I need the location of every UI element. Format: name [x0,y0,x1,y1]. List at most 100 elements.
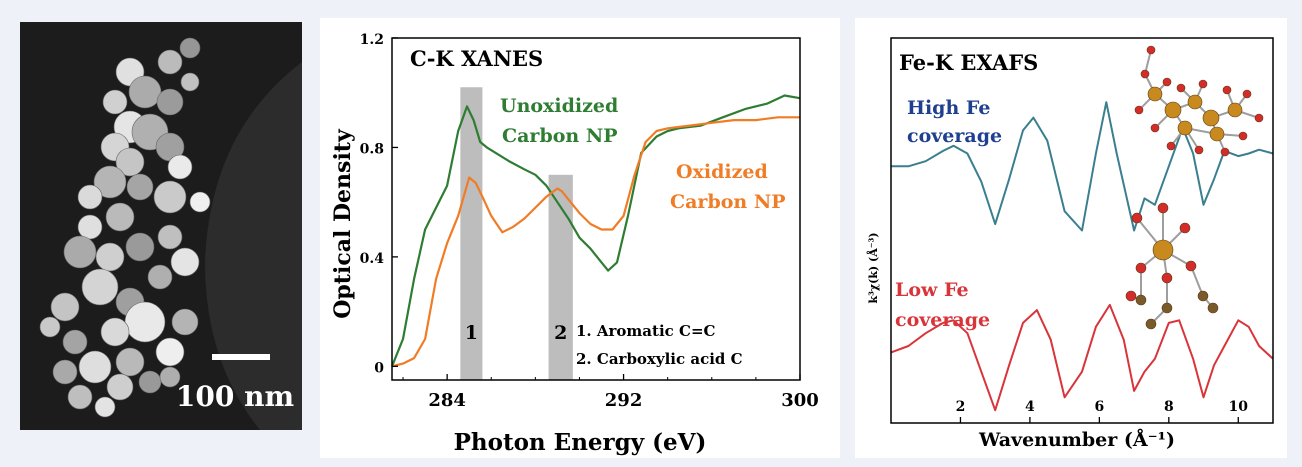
molecule-bond [1190,265,1204,297]
nanoparticle [77,214,103,240]
xanes-series-line-1 [391,116,800,368]
nanoparticle [94,396,116,418]
molecule-atom [1131,212,1143,224]
xanes-x-tick-label: 300 [781,390,819,411]
exafs-title: Fe-K EXAFS [899,50,1038,75]
nanoparticle [156,88,184,116]
xanes-label-oxidized-2: Carbon NP [670,191,785,213]
nanoparticle [170,247,200,277]
nanoparticle [52,359,78,385]
xanes-legend-line-2: 2. Carboxylic acid C [576,350,743,368]
exafs-x-axis-label: Wavenumber (Å⁻¹) [978,428,1175,451]
xanes-label-unoxidized-2: Carbon NP [502,125,617,147]
molecule-atom [1254,113,1264,123]
tem-micrograph: 100 nm [20,22,302,430]
molecule-atom [1238,131,1248,141]
nanoparticle [62,329,88,355]
molecule-atom [1161,302,1173,314]
xanes-legend-line-1: 1. Aromatic C=C [576,322,716,340]
nanoparticle [124,301,166,343]
nanoparticle [189,191,211,213]
xanes-y-tick-label: 0.4 [360,251,385,267]
nanoparticle [105,202,135,232]
molecule-atom [1125,290,1137,302]
nanoparticle [153,180,187,214]
molecule-atom [1164,101,1182,119]
molecule-atom [1135,294,1147,306]
molecule-atom [1150,123,1160,133]
exafs-x-tick-label: 2 [956,399,966,415]
nanoparticle [63,235,97,269]
exafs-x-tick-label: 4 [1025,399,1035,415]
exafs-label-high-1: High Fe [907,97,990,119]
exafs-chart: 2 4 6 8 10 Fe-K EXAFS Wavenumber (Å⁻¹) k³χ(k… [866,37,1274,451]
molecule-atom [1146,45,1156,55]
nanoparticle [180,72,200,92]
exafs-label-low-2: coverage [895,309,990,331]
scale-bar [212,354,270,360]
nanoparticle [147,264,173,290]
molecule-atom [1197,290,1209,302]
xanes-series-line-0 [390,94,801,367]
molecule-atom [1145,318,1157,330]
exafs-x-tick-label: 8 [1164,399,1174,415]
nanoparticle [106,373,134,401]
nanoparticle [50,292,80,322]
molecule-atom [1166,141,1176,151]
nanoparticle [159,366,181,388]
nanoparticle [39,316,61,338]
xanes-plot-frame [391,37,801,381]
exafs-chart-panel: 2 4 6 8 10 Fe-K EXAFS Wavenumber (Å⁻¹) k³χ(k… [855,18,1287,458]
xanes-label-unoxidized-1: Unoxidized [500,95,618,117]
scale-bar-label: 100 nm [176,380,294,413]
molecule-atom [1209,126,1225,142]
exafs-y-axis-label: k³χ(k) (Å⁻³) [866,232,880,303]
xanes-x-tick-label: 292 [605,390,643,411]
nanoparticle [155,337,185,367]
xanes-band-1 [460,87,483,381]
molecule-atom [1187,94,1203,110]
molecule-atom [1242,89,1252,99]
xanes-chart-panel: 1 2 284 292 300 0 0.4 0.8 1.2 C-K XANES Photon … [320,18,840,458]
exafs-plot-frame [890,37,1274,424]
nanoparticle [138,370,162,394]
nanoparticle [126,173,154,201]
exafs-series-line-0 [891,101,1274,232]
molecule-atom [1222,85,1232,95]
xanes-y-axis-label: Optical Density [330,128,356,319]
molecule-atom [1220,147,1230,157]
nanoparticle [100,317,130,347]
fe-single-site-molecule-icon [1125,202,1219,330]
molecule-atom [1185,260,1197,272]
xanes-band-label-2: 2 [554,322,567,344]
nanoparticle [67,384,93,410]
exafs-label-high-2: coverage [907,125,1002,147]
nanoparticle [93,165,127,199]
molecule-atom [1134,105,1144,115]
xanes-y-tick-label: 1.2 [360,32,384,48]
xanes-title: C-K XANES [410,46,543,71]
nanoparticle [125,232,155,262]
xanes-y-tick-label: 0 [374,360,384,376]
exafs-series-line-1 [890,303,1274,412]
xanes-band-label-1: 1 [465,322,478,344]
molecule-atom [1198,79,1208,89]
xanes-y-tick-label: 0.8 [360,141,384,157]
molecule-atom [1176,83,1186,93]
exafs-label-low-1: Low Fe [895,279,969,301]
molecule-atom [1135,262,1147,274]
fe-cluster-molecule-icon [1134,45,1264,157]
xanes-chart: 1 2 284 292 300 0 0.4 0.8 1.2 C-K XANES Photon … [330,32,819,456]
molecule-atom [1179,222,1191,234]
nanoparticle [157,49,183,75]
nanoparticle [115,147,145,177]
xanes-label-oxidized-1: Oxidized [676,161,768,183]
tem-image-panel: 100 nm [20,22,302,430]
nanoparticle [171,308,199,336]
molecule-atom [1147,86,1163,102]
xanes-x-axis-label: Photon Energy (eV) [454,429,707,456]
nanoparticle [102,89,128,115]
nanoparticle [78,350,112,384]
nanoparticle [81,268,119,306]
molecule-atom [1177,120,1193,136]
